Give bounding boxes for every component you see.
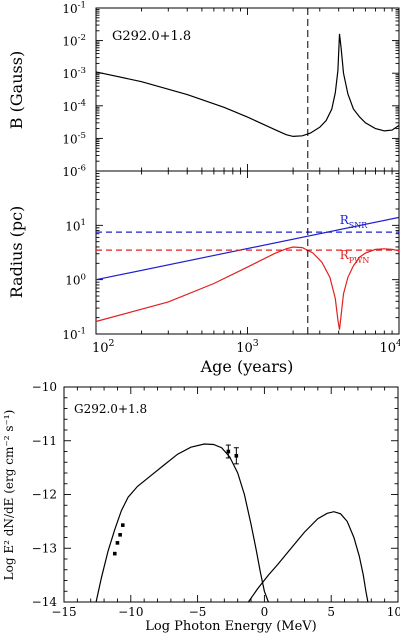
radius-series-label: RSNR xyxy=(340,213,369,230)
spectrum-panel: G292.0+1.8 Log Photon Energy (MeV) Log E… xyxy=(2,380,400,634)
magnetic-field-ytick-label: 10-5 xyxy=(62,131,86,146)
spectrum-line xyxy=(95,443,269,603)
spectrum-ytick-label: −14 xyxy=(32,595,58,609)
spectrum-line xyxy=(247,511,369,603)
radius-ytick-label: 10-1 xyxy=(62,327,86,342)
magnetic-field-ytick-labels: 10-6 10-5 10-4 10-3 10-2 10-1 xyxy=(62,1,400,179)
radius-xtick-labels: 102 103 104 xyxy=(92,338,400,356)
radius-xtick-label: 104 xyxy=(380,338,400,356)
spectrum-ylabel: Log E² dN/dE (erg cm⁻² s⁻¹) xyxy=(2,410,16,581)
spectrum-xtick-label: −10 xyxy=(118,605,143,619)
spectrum-data-point xyxy=(118,533,122,537)
spectrum-ytick-label: −12 xyxy=(32,488,57,502)
radius-line xyxy=(95,216,400,281)
spectrum-data-point xyxy=(120,523,125,527)
spectrum-frame xyxy=(63,386,399,603)
spectrum-ytick-label: −13 xyxy=(32,541,57,555)
spectrum-series xyxy=(95,443,369,603)
magnetic-field-ytick-label: 10-3 xyxy=(62,66,86,81)
spectrum-annotation: G292.0+1.8 xyxy=(74,402,147,416)
magnetic-field-ytick-label: 10-4 xyxy=(62,98,86,113)
spectrum-data-point xyxy=(112,551,117,556)
magnetic-field-series xyxy=(95,33,400,138)
magnetic-field-panel: G292.0+1.8 B (Gauss) 10-610-510-410-310-… xyxy=(7,1,400,179)
magnetic-field-annotation: G292.0+1.8 xyxy=(112,29,191,44)
spectrum-xtick-label: 5 xyxy=(327,605,335,619)
spectrum-xtick-label: −5 xyxy=(189,605,207,619)
radius-series-label: RPWN xyxy=(340,248,370,265)
radius-ytick-labels: 10-1 100 101 xyxy=(62,170,400,342)
radius-ylabel: Radius (pc) xyxy=(7,206,26,299)
radius-xtick-label: 103 xyxy=(236,338,259,356)
radius-xtick-label: 102 xyxy=(92,338,115,356)
spectrum-data-point xyxy=(115,541,120,545)
magnetic-field-ytick-label: 10-2 xyxy=(62,33,86,48)
spectrum-xtick-label: −15 xyxy=(51,605,76,619)
spectrum-ytick-label: −11 xyxy=(32,434,57,448)
spectrum-xlabel: Log Photon Energy (MeV) xyxy=(145,619,317,634)
radius-xlabel: Age (years) xyxy=(200,357,294,376)
radius-line xyxy=(95,246,400,330)
radius-ytick-label: 100 xyxy=(65,272,86,287)
radius-series: RSNR RPWN xyxy=(95,213,400,330)
magnetic-field-ytick-label: 10-6 xyxy=(62,164,86,179)
radius-ytick-label: 101 xyxy=(65,218,86,233)
magnetic-field-ytick-label: 10-1 xyxy=(62,1,86,16)
spectrum-tick-labels: −15 −10 −5 0 5 10 −10 −11 −12 −13 −14 xyxy=(32,380,400,619)
spectrum-ytick-label: −10 xyxy=(32,380,57,394)
magnetic-field-ylabel: B (Gauss) xyxy=(7,51,26,129)
spectrum-xtick-label: 0 xyxy=(261,605,269,619)
spectrum-xtick-label: 10 xyxy=(387,605,400,619)
magnetic-field-line xyxy=(95,33,400,138)
